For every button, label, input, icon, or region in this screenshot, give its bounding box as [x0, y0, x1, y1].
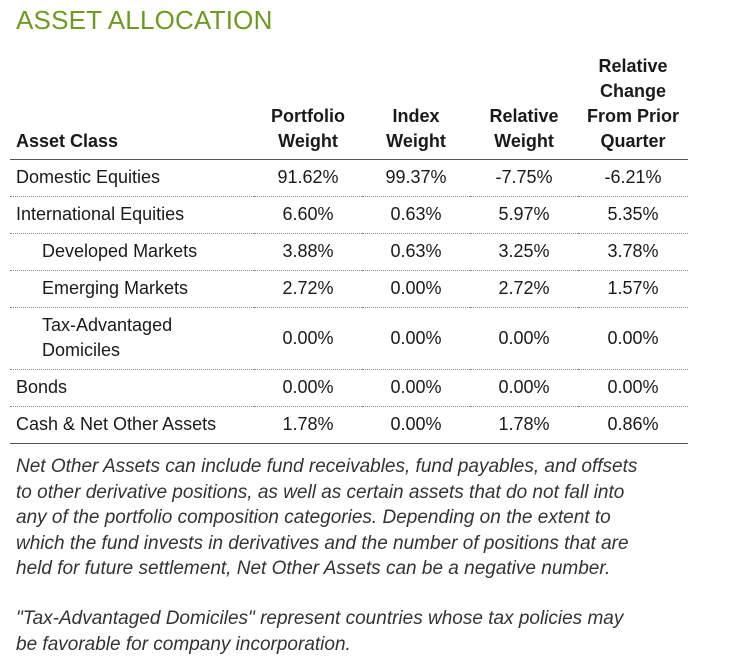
header-index-weight: Index Weight [362, 54, 470, 160]
index-weight-cell: 0.00% [362, 369, 470, 407]
net-other-assets-note: Net Other Assets can include fund receiv… [16, 454, 716, 582]
header-line: Index [392, 106, 440, 126]
portfolio-weight-cell: 2.72% [254, 270, 362, 308]
relative-weight-cell: 0.00% [470, 369, 578, 407]
asset-class-cell: Developed Markets [10, 233, 254, 271]
header-line: Weight [278, 131, 338, 151]
header-line: Weight [494, 131, 554, 151]
relative-weight-cell: 0.00% [470, 307, 578, 370]
header-line: From Prior [586, 106, 679, 126]
relative-change-cell: 0.86% [578, 406, 688, 444]
table-row: International Equities 6.60% 0.63% 5.97%… [10, 196, 688, 234]
relative-weight-cell: 1.78% [470, 406, 578, 444]
table-row: Tax-Advantaged Domiciles 0.00% 0.00% 0.0… [10, 307, 688, 370]
tax-advantaged-note: "Tax-Advantaged Domiciles" represent cou… [16, 606, 716, 657]
relative-weight-cell: 5.97% [470, 196, 578, 234]
portfolio-weight-cell: 3.88% [254, 233, 362, 271]
portfolio-weight-cell: 0.00% [254, 307, 362, 370]
header-line: Quarter [600, 131, 666, 151]
note-line: held for future settlement, Net Other As… [16, 558, 611, 579]
header-line: Portfolio [271, 106, 345, 126]
table-row: Cash & Net Other Assets 1.78% 0.00% 1.78… [10, 406, 688, 444]
note-line: any of the portfolio composition categor… [16, 507, 611, 528]
asset-class-cell: Bonds [10, 369, 254, 407]
index-weight-cell: 0.00% [362, 270, 470, 308]
index-weight-cell: 99.37% [362, 159, 470, 197]
portfolio-weight-cell: 91.62% [254, 159, 362, 197]
table-row: Emerging Markets 2.72% 0.00% 2.72% 1.57% [10, 270, 688, 308]
header-line: Relative [598, 56, 668, 76]
relative-change-cell: 5.35% [578, 196, 688, 234]
table-header-row: Asset Class Portfolio Weight Index Weigh… [10, 54, 688, 160]
relative-weight-cell: 2.72% [470, 270, 578, 308]
relative-change-cell: -6.21% [578, 159, 688, 197]
table-row: Bonds 0.00% 0.00% 0.00% 0.00% [10, 369, 688, 407]
note-line: to other derivative positions, as well a… [16, 481, 625, 503]
header-asset-class-label: Asset Class [16, 131, 119, 151]
portfolio-weight-cell: 6.60% [254, 196, 362, 234]
relative-change-cell: 0.00% [578, 307, 688, 370]
note-line: be favorable for company incorporation. [16, 633, 351, 655]
row-label: Emerging Markets [42, 278, 189, 298]
asset-class-cell: Cash & Net Other Assets [10, 406, 254, 444]
row-label: Domiciles [42, 340, 121, 360]
header-line: Relative [489, 106, 559, 126]
asset-class-cell: Domestic Equities [10, 159, 254, 197]
note-line: which the fund invests in derivatives an… [16, 532, 629, 554]
header-asset-class: Asset Class [10, 54, 254, 160]
header-line: Change [599, 81, 666, 101]
asset-class-cell: Tax-Advantaged Domiciles [10, 307, 254, 370]
index-weight-cell: 0.00% [362, 406, 470, 444]
header-line: Weight [386, 131, 446, 151]
note-line: "Tax-Advantaged Domiciles" represent cou… [16, 608, 624, 629]
portfolio-weight-cell: 1.78% [254, 406, 362, 444]
table-row: Developed Markets 3.88% 0.63% 3.25% 3.78… [10, 233, 688, 271]
index-weight-cell: 0.63% [362, 196, 470, 234]
table-row: Domestic Equities 91.62% 99.37% -7.75% -… [10, 159, 688, 197]
header-portfolio-weight: Portfolio Weight [254, 54, 362, 160]
row-label: Developed Markets [42, 241, 198, 261]
header-relative-change: Relative Change From Prior Quarter [578, 54, 688, 160]
index-weight-cell: 0.00% [362, 307, 470, 370]
relative-change-cell: 3.78% [578, 233, 688, 271]
relative-change-cell: 0.00% [578, 369, 688, 407]
relative-change-cell: 1.57% [578, 270, 688, 308]
row-label: International Equities [16, 204, 185, 224]
relative-weight-cell: 3.25% [470, 233, 578, 271]
note-line: Net Other Assets can include fund receiv… [16, 456, 638, 477]
row-label: Domestic Equities [16, 167, 161, 187]
asset-class-cell: International Equities [10, 196, 254, 234]
header-relative-weight: Relative Weight [470, 54, 578, 160]
row-label: Bonds [16, 377, 68, 397]
index-weight-cell: 0.63% [362, 233, 470, 271]
row-label: Tax-Advantaged [42, 315, 173, 335]
page-title: ASSET ALLOCATION [16, 5, 273, 35]
relative-weight-cell: -7.75% [470, 159, 578, 197]
portfolio-weight-cell: 0.00% [254, 369, 362, 407]
asset-allocation-table: Asset Class Portfolio Weight Index Weigh… [10, 54, 688, 444]
asset-class-cell: Emerging Markets [10, 270, 254, 308]
row-label: Cash & Net Other Assets [16, 414, 217, 434]
